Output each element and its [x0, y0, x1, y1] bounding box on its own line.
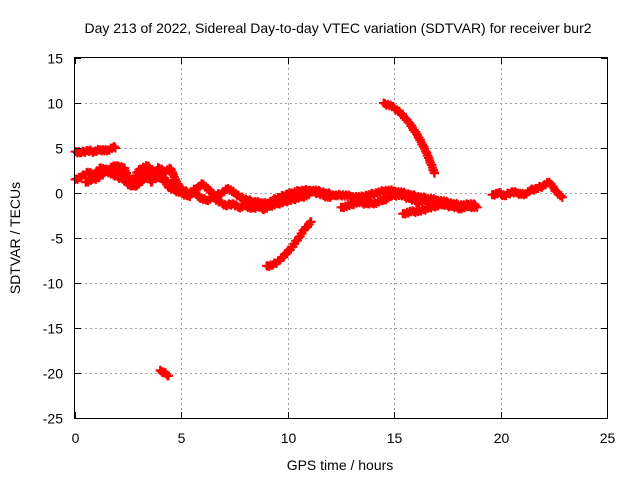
series-early-band-c [91, 161, 195, 202]
data-point [306, 217, 316, 227]
y-tick-label: -10 [43, 276, 63, 292]
data-point [472, 202, 482, 212]
y-tick-label: -20 [43, 366, 63, 382]
tick-layer: 0 5 10 15 20 25 15 10 5 0 -5 -10 -15 -20 -25 [43, 51, 616, 447]
series-outlier-cluster [155, 365, 174, 381]
data-layer [70, 98, 567, 381]
data-point [430, 168, 440, 178]
data-point [185, 192, 195, 202]
data-point [110, 143, 120, 153]
y-tick-label: 0 [55, 186, 63, 202]
data-point [164, 371, 174, 381]
data-point [440, 197, 450, 207]
data-point [557, 193, 567, 202]
chart-title: Day 213 of 2022, Sidereal Day-to-day VTE… [84, 20, 591, 36]
x-tick-label: 25 [600, 430, 616, 446]
plot-frame [74, 57, 608, 419]
x-tick-label: 20 [494, 430, 510, 446]
x-tick-label: 15 [387, 430, 403, 446]
y-tick-label: -15 [43, 321, 63, 337]
y-tick-label: 5 [55, 141, 63, 157]
series-upper-left-arc [70, 142, 120, 158]
x-tick-label: 5 [178, 430, 186, 446]
x-tick-label: 10 [281, 430, 297, 446]
x-tick-label: 0 [72, 430, 80, 446]
y-axis-label: SDTVAR / TECUs [7, 182, 23, 294]
series-mid-dip [398, 197, 450, 219]
y-tick-label: -5 [51, 231, 64, 247]
y-tick-label: 10 [47, 96, 63, 112]
x-axis-label: GPS time / hours [287, 457, 394, 473]
y-tick-label: 15 [47, 51, 63, 67]
series-late-band [487, 177, 567, 202]
y-tick-label: -25 [43, 411, 63, 427]
series-rising-arc [262, 217, 316, 272]
series-falling-arc [379, 98, 440, 178]
